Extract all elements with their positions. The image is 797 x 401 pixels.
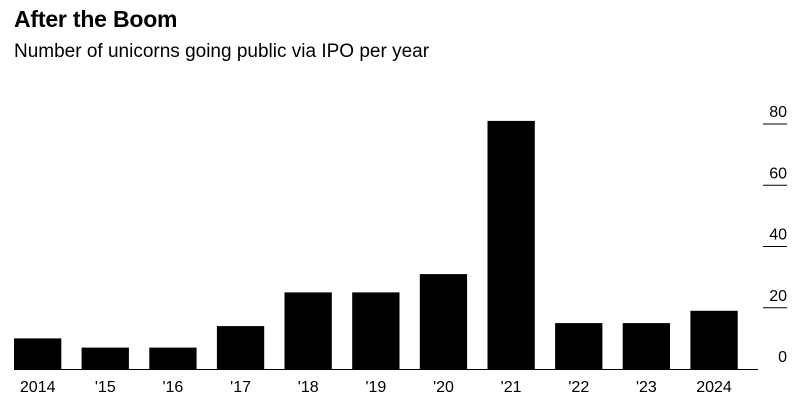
x-tick-label: '23 bbox=[636, 379, 657, 396]
y-axis: 0 20 40 60 80 bbox=[763, 104, 787, 366]
x-tick-label: '18 bbox=[298, 379, 319, 396]
x-tick-label: 2014 bbox=[20, 379, 56, 396]
x-tick-label: '19 bbox=[365, 379, 386, 396]
y-tick-label: 60 bbox=[769, 165, 787, 182]
bars-group bbox=[14, 120, 738, 370]
bar-3 bbox=[216, 326, 265, 369]
x-tick-label: '16 bbox=[162, 379, 183, 396]
y-tick-label: 0 bbox=[778, 349, 787, 366]
chart-title: After the Boom bbox=[14, 6, 178, 32]
x-tick-label: 2024 bbox=[696, 379, 732, 396]
bar-0 bbox=[14, 338, 62, 369]
bar-2 bbox=[149, 347, 197, 369]
x-tick-label: '21 bbox=[501, 379, 522, 396]
chart-subtitle: Number of unicorns going public via IPO … bbox=[14, 41, 430, 62]
y-tick-label: 20 bbox=[769, 288, 787, 305]
bar-10 bbox=[690, 310, 738, 369]
x-tick-label: '22 bbox=[568, 379, 589, 396]
bar-4 bbox=[284, 292, 332, 369]
x-tick-labels: 2014 '15 '16 '17 '18 '19 '20 '21 '22 '23 2024 bbox=[20, 379, 732, 396]
y-tick-label: 80 bbox=[769, 104, 787, 121]
bar-9 bbox=[622, 323, 670, 369]
x-tick-label: '15 bbox=[95, 379, 116, 396]
bar-7 bbox=[487, 120, 535, 370]
x-tick-label: '20 bbox=[433, 379, 454, 396]
y-tick-label: 40 bbox=[769, 227, 787, 244]
bar-1 bbox=[81, 347, 129, 369]
bar-5 bbox=[352, 292, 400, 369]
x-tick-label: '17 bbox=[230, 379, 251, 396]
bar-6 bbox=[419, 274, 468, 369]
bar-8 bbox=[555, 323, 603, 369]
